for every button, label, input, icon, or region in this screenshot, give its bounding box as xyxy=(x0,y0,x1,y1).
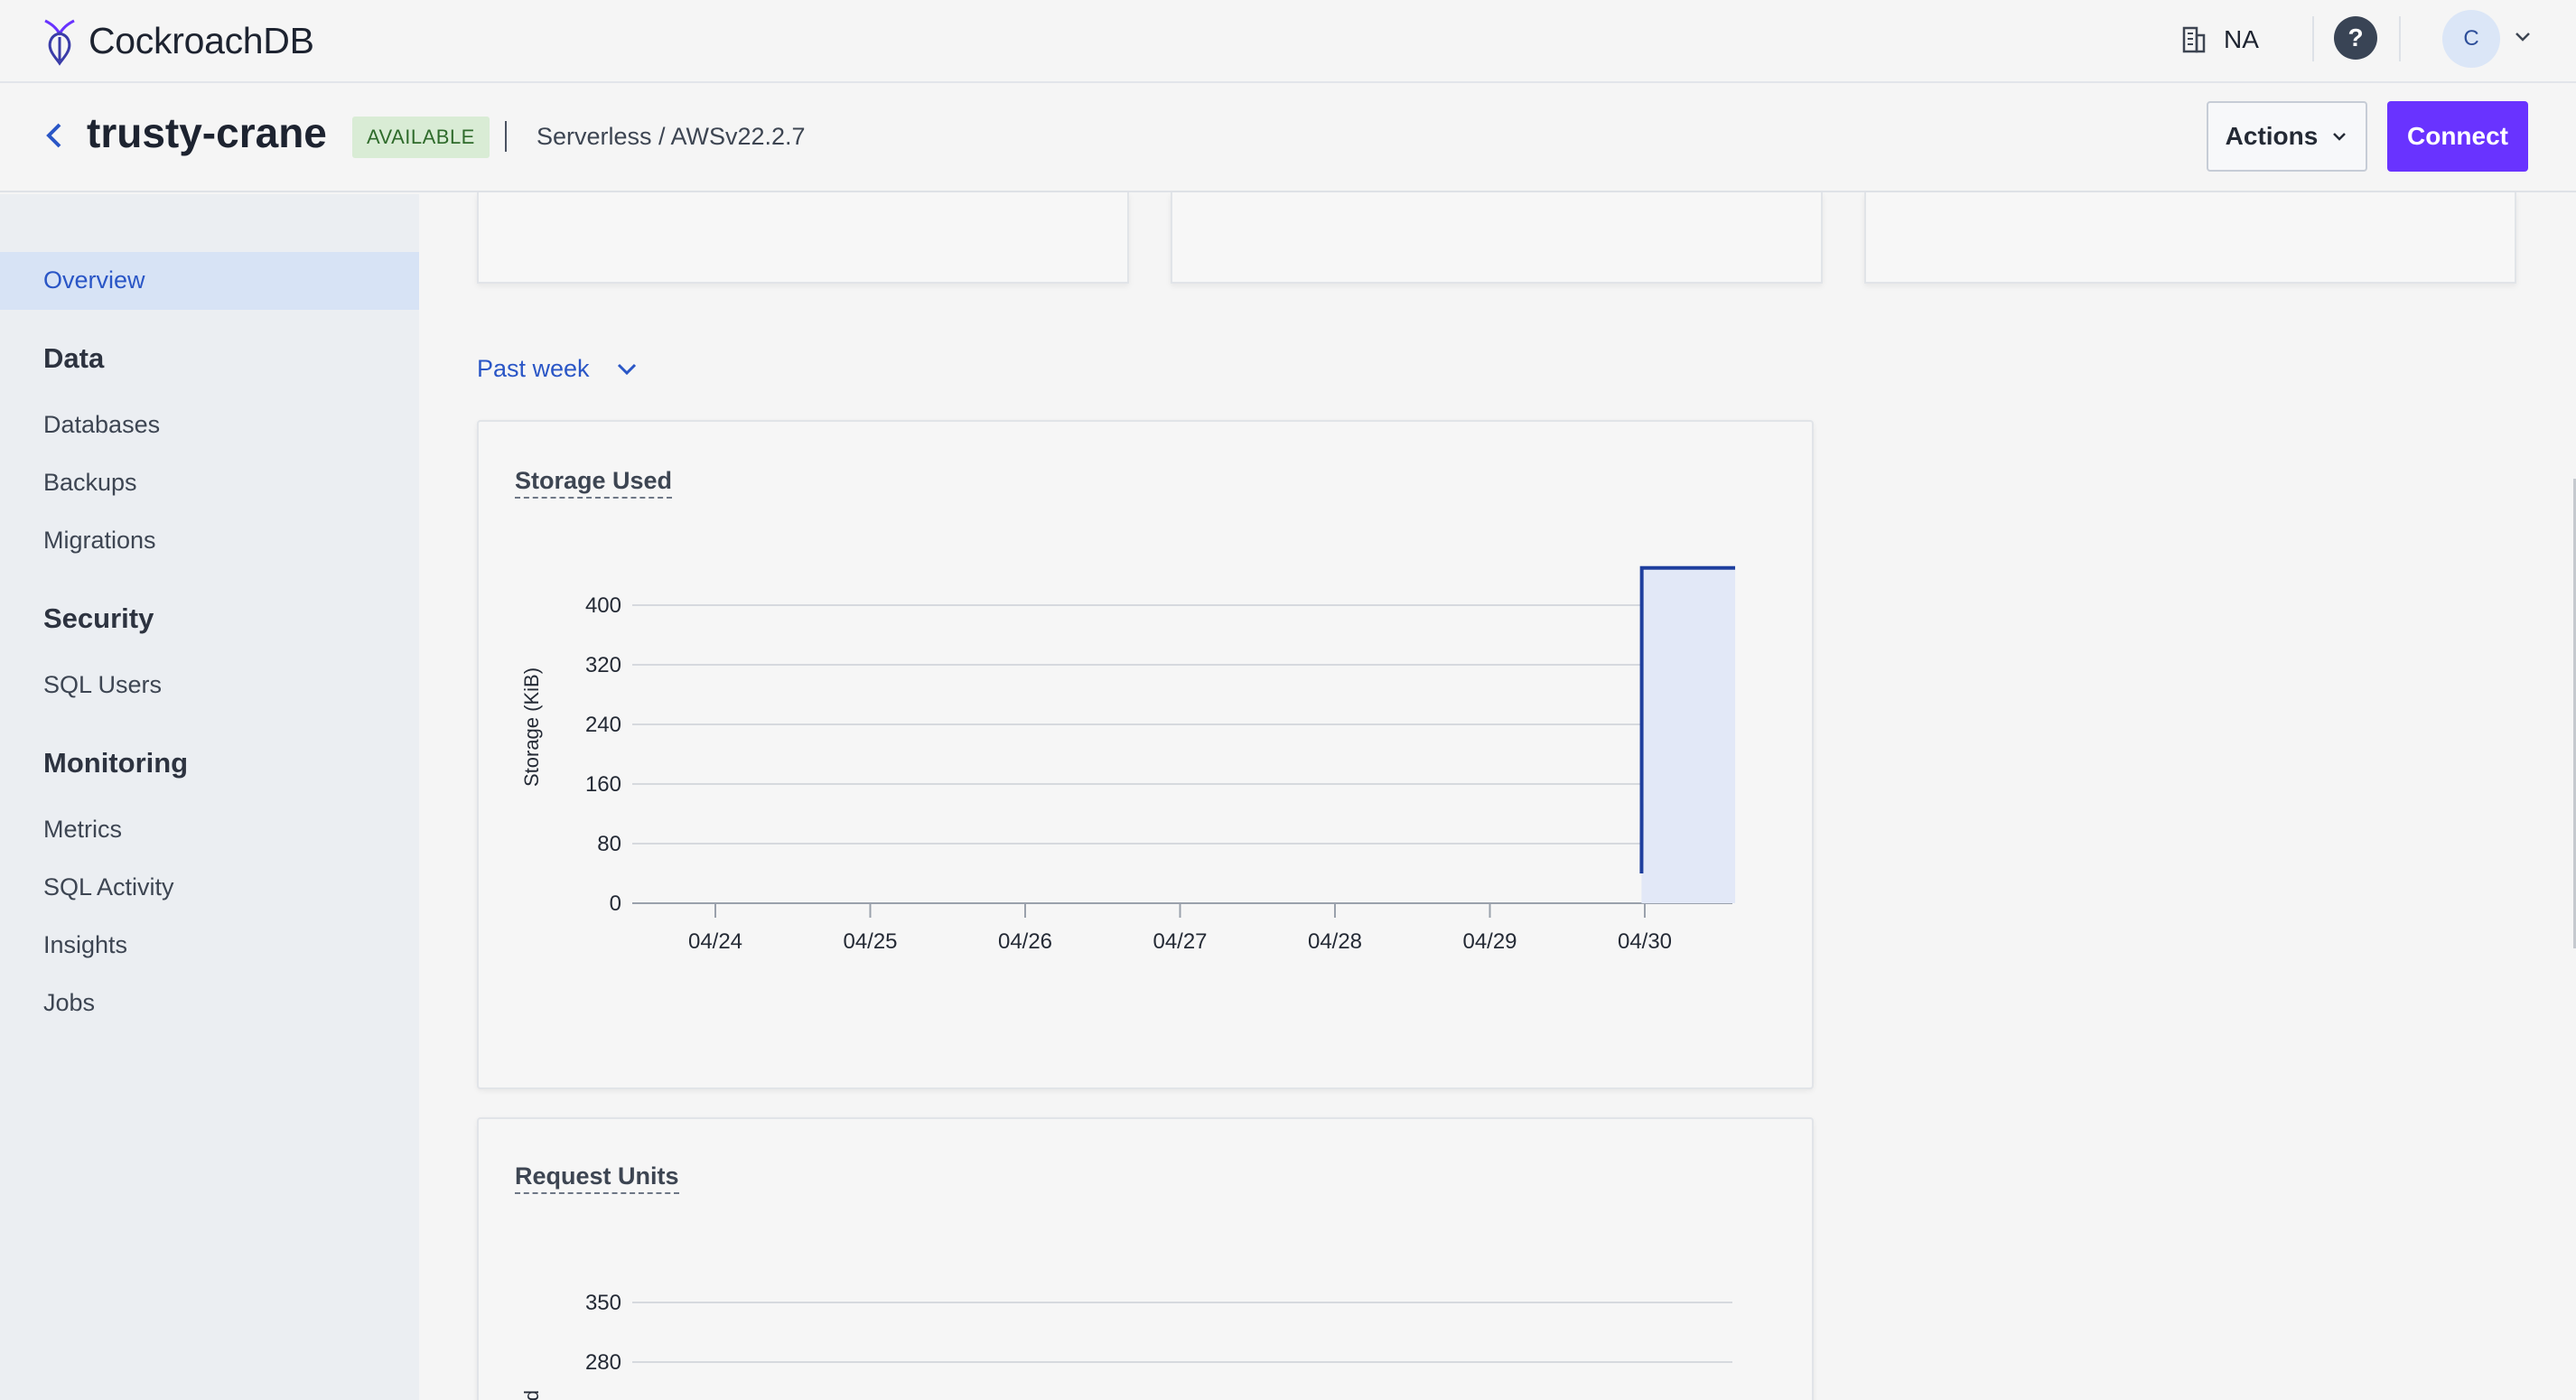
cluster-plan: Serverless / AWS xyxy=(537,123,726,150)
request-units-card: Request Units 350 280 cond xyxy=(477,1117,1814,1400)
summary-card xyxy=(1864,192,2516,284)
y-tick-label: 240 xyxy=(585,713,621,737)
sidebar-heading-data: Data xyxy=(43,342,105,374)
storage-area-fill xyxy=(1641,567,1736,903)
sidebar-heading-monitoring: Monitoring xyxy=(43,747,189,779)
y-tick-label: 160 xyxy=(585,772,621,797)
x-tick-label: 04/25 xyxy=(843,929,897,954)
status-badge: AVAILABLE xyxy=(352,117,490,158)
y-axis-title: Storage (KiB) xyxy=(520,667,543,787)
sidebar-item-migrations[interactable]: Migrations xyxy=(43,527,156,554)
storage-used-card: Storage Used 0 80 160 240 320 400 04/24 04/25 04… xyxy=(477,420,1814,1089)
sidebar-item-insights[interactable]: Insights xyxy=(43,931,128,958)
building-icon xyxy=(2182,26,2206,53)
storage-series-line xyxy=(1639,565,1736,874)
chevron-down-icon xyxy=(2333,133,2347,141)
divider xyxy=(2312,16,2314,61)
brand[interactable]: CockroachDB xyxy=(40,13,314,69)
chart-title[interactable]: Storage Used xyxy=(515,467,673,499)
time-range-label: Past week xyxy=(477,355,590,382)
actions-label: Actions xyxy=(2225,122,2319,150)
sidebar-item-jobs[interactable]: Jobs xyxy=(43,989,96,1016)
y-tick-label: 320 xyxy=(585,653,621,677)
x-tick-label: 04/30 xyxy=(1618,929,1672,954)
sidebar-item-sql-users[interactable]: SQL Users xyxy=(43,671,163,698)
divider xyxy=(2399,16,2401,61)
connect-button[interactable]: Connect xyxy=(2387,101,2528,172)
sidebar-item-label: Overview xyxy=(43,266,145,294)
time-range-select[interactable]: Past week xyxy=(477,355,639,383)
org-switcher[interactable]: NA xyxy=(2179,20,2259,60)
chevron-down-icon[interactable] xyxy=(2513,27,2533,47)
cluster-name: trusty-crane xyxy=(87,109,327,156)
sidebar: Overview Data Databases Backups Migratio… xyxy=(0,194,419,1400)
top-bar: CockroachDB NA ? C xyxy=(0,0,2576,83)
sidebar-item-metrics[interactable]: Metrics xyxy=(43,816,122,843)
x-tick-label: 04/27 xyxy=(1153,929,1207,954)
chevron-down-icon xyxy=(617,363,636,375)
sidebar-item-backups[interactable]: Backups xyxy=(43,469,137,496)
request-units-chart: 350 280 cond xyxy=(520,1291,1732,1400)
org-name: NA xyxy=(2224,25,2259,53)
sidebar-item-databases[interactable]: Databases xyxy=(43,411,161,438)
cluster-header: trusty-crane AVAILABLE Serverless / AWS … xyxy=(0,83,2576,192)
x-tick-label: 04/24 xyxy=(688,929,742,954)
sidebar-item-sql-activity[interactable]: SQL Activity xyxy=(43,873,174,901)
y-tick-label: 280 xyxy=(585,1350,621,1375)
storage-used-chart: 0 80 160 240 320 400 04/24 04/25 04/26 04/27 04/28… xyxy=(520,565,1736,954)
summary-card xyxy=(477,192,1129,284)
x-tick-label: 04/28 xyxy=(1308,929,1362,954)
y-tick-label: 80 xyxy=(597,832,621,856)
x-tick-label: 04/29 xyxy=(1462,929,1517,954)
y-tick-label: 400 xyxy=(585,593,621,618)
summary-card xyxy=(1171,192,1823,284)
divider xyxy=(505,121,507,152)
avatar[interactable]: C xyxy=(2442,10,2500,68)
sidebar-heading-security: Security xyxy=(43,602,154,634)
help-icon[interactable]: ? xyxy=(2334,16,2377,60)
scrollbar[interactable] xyxy=(2573,479,2576,948)
actions-button[interactable]: Actions xyxy=(2207,101,2367,172)
cluster-version: v22.2.7 xyxy=(725,123,806,150)
y-axis-title: cond xyxy=(520,1390,543,1400)
brand-name: CockroachDB xyxy=(89,19,314,61)
chart-title[interactable]: Request Units xyxy=(515,1162,679,1194)
back-arrow-icon[interactable] xyxy=(42,119,67,152)
y-tick-label: 350 xyxy=(585,1291,621,1315)
sidebar-item-overview[interactable]: Overview xyxy=(0,252,419,310)
y-tick-label: 0 xyxy=(610,891,621,916)
cockroach-logo-icon xyxy=(44,19,75,66)
x-tick-label: 04/26 xyxy=(998,929,1052,954)
